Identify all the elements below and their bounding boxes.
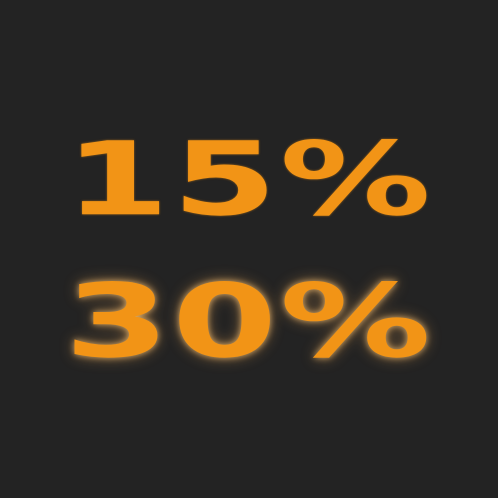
percentage-15: 15% <box>64 119 434 239</box>
percentage-30: 30% <box>64 261 434 381</box>
